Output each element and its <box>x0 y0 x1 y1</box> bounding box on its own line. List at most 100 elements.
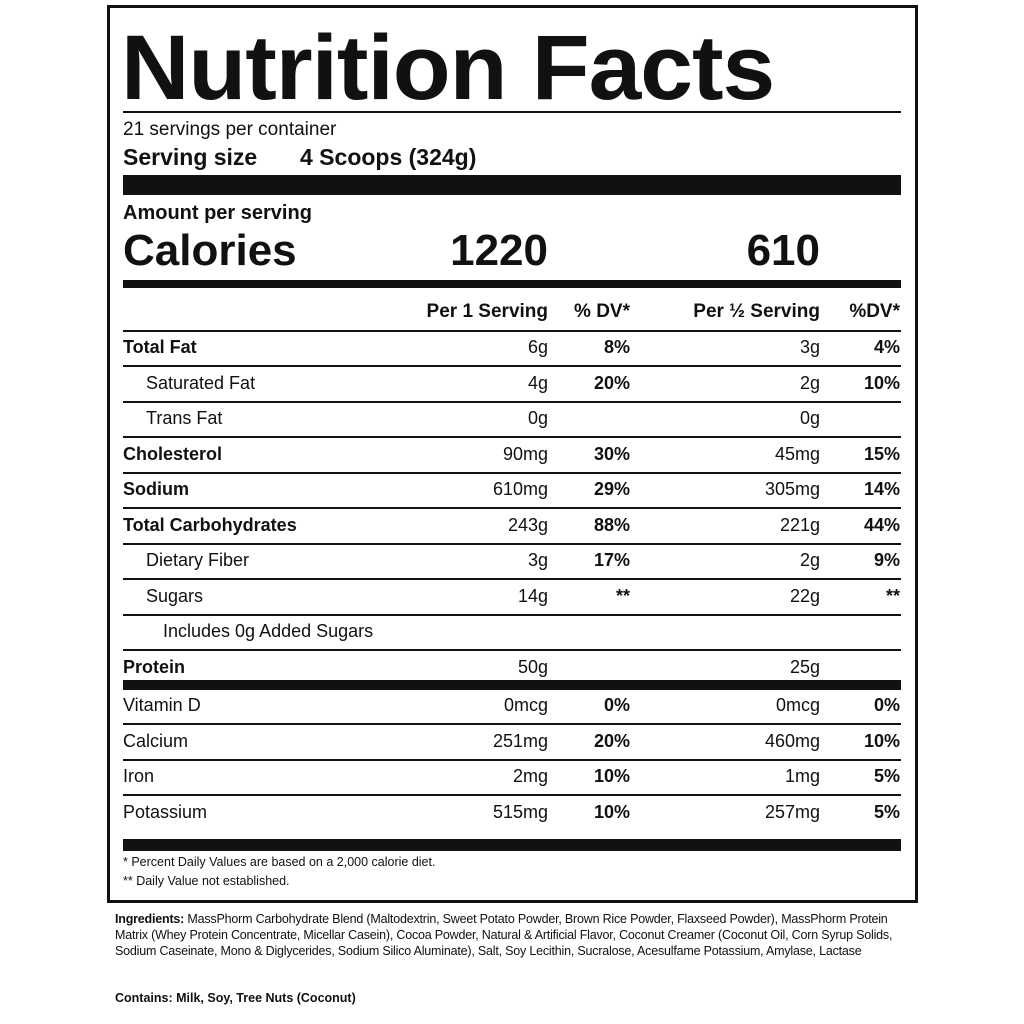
ingredients-block: Ingredients: MassPhorm Carbohydrate Blen… <box>115 911 900 959</box>
amount: 221g <box>779 514 820 535</box>
daily-value: 9% <box>873 550 900 570</box>
daily-value: ** <box>615 585 630 606</box>
column-header: %DV* <box>849 301 900 322</box>
amount: 2mg <box>512 766 548 786</box>
amount: 14g <box>517 585 548 606</box>
nutrient-name: Total Carbohydrates <box>123 514 297 535</box>
servings: 21 servings per container <box>123 119 337 140</box>
thick-rule <box>123 839 901 851</box>
serving-size: 4 Scoops (324g) <box>300 144 477 170</box>
amount: 2g <box>799 550 820 570</box>
nutrient-name: Calcium <box>123 730 189 751</box>
amount: 0mcg <box>503 695 548 715</box>
amount: 22g <box>789 585 820 606</box>
amount: 6g <box>527 337 548 357</box>
nutrient-name: Total Fat <box>123 337 197 357</box>
rule <box>123 649 901 651</box>
amount: 251mg <box>492 730 548 751</box>
label-border <box>107 5 918 903</box>
rule <box>123 723 901 725</box>
nutrient-name: Includes 0g Added Sugars <box>163 621 374 641</box>
nutrient-name: Potassium <box>123 801 208 822</box>
nutrient-name: Sodium <box>123 479 189 499</box>
daily-value: 44% <box>863 514 900 535</box>
column-header: Per 1 Serving <box>426 301 548 322</box>
rule <box>123 613 901 616</box>
daily-value: 30% <box>593 443 630 464</box>
daily-value: 20% <box>593 372 630 393</box>
rule <box>123 542 901 545</box>
daily-value: ** <box>885 585 900 606</box>
column-header: Per ½ Serving <box>693 301 820 322</box>
amount: 4g <box>527 372 548 393</box>
calories-label: Calories <box>123 226 297 275</box>
rule <box>123 758 901 761</box>
amount: 0g <box>799 408 820 428</box>
nutrient-name: Sugars <box>146 585 204 606</box>
rule <box>123 471 901 474</box>
daily-value: 20% <box>593 730 630 751</box>
daily-value: 8% <box>603 337 630 357</box>
amount: 2g <box>799 372 820 393</box>
amount: 50g <box>517 656 548 677</box>
contains: Contains: Milk, Soy, Tree Nuts (Coconut) <box>115 991 356 1005</box>
amount: 257mg <box>764 801 820 822</box>
daily-value: 14% <box>863 479 900 499</box>
daily-value: 5% <box>873 766 900 786</box>
nutrient-name: Trans Fat <box>146 408 223 428</box>
daily-value: 17% <box>593 550 630 570</box>
nutrient-name: Dietary Fiber <box>146 550 250 570</box>
daily-value: 4% <box>873 337 900 357</box>
nutrient-name: Vitamin D <box>123 695 201 715</box>
ingredients: MassPhorm Carbohydrate Blend (Maltodextr… <box>115 912 893 958</box>
daily-value: 10% <box>863 730 900 751</box>
calories: 610 <box>746 226 820 275</box>
footnote: ** Daily Value not established. <box>123 874 290 888</box>
rule <box>123 111 901 113</box>
nutrient-name: Protein <box>123 656 186 677</box>
rule <box>123 507 901 509</box>
thick-rule <box>123 680 901 690</box>
amount: 515mg <box>492 801 548 822</box>
calories: 1220 <box>450 226 548 275</box>
daily-value: 10% <box>593 801 630 822</box>
nutrient-name: Cholesterol <box>123 443 223 464</box>
amount: 460mg <box>764 730 820 751</box>
rule <box>123 365 901 367</box>
daily-value: 0% <box>603 695 630 715</box>
ingredients-label: Ingredients: <box>115 912 185 926</box>
nutrient-name: Saturated Fat <box>146 372 256 393</box>
rule <box>123 578 901 580</box>
amount: 305mg <box>764 479 820 499</box>
thick-rule <box>123 280 901 288</box>
rule <box>123 400 901 403</box>
rule <box>123 330 901 332</box>
footnote: * Percent Daily Values are based on a 2,… <box>123 855 436 869</box>
amount: 3g <box>527 550 548 570</box>
rule <box>123 794 901 796</box>
daily-value: 0% <box>873 695 900 715</box>
daily-value: 29% <box>593 479 630 499</box>
thick-rule <box>123 175 901 195</box>
daily-value: 15% <box>863 443 900 464</box>
column-header: % DV* <box>574 301 630 322</box>
amount: 45mg <box>774 443 820 464</box>
amount: 3g <box>799 337 820 357</box>
daily-value: 10% <box>863 372 900 393</box>
amount: 610mg <box>492 479 548 499</box>
rule <box>123 436 901 438</box>
serving-size-label: Serving size <box>123 144 258 170</box>
daily-value: 88% <box>593 514 630 535</box>
amount: 1mg <box>784 766 820 786</box>
daily-value: 5% <box>873 801 900 822</box>
amount-per-serving: Amount per serving <box>123 202 312 224</box>
amount: 90mg <box>502 443 548 464</box>
amount: 25g <box>789 656 820 677</box>
amount: 243g <box>507 514 548 535</box>
daily-value: 10% <box>593 766 630 786</box>
amount: 0mcg <box>775 695 820 715</box>
amount: 0g <box>527 408 548 428</box>
title: Nutrition Facts <box>121 17 775 119</box>
nutrient-name: Iron <box>123 766 155 786</box>
